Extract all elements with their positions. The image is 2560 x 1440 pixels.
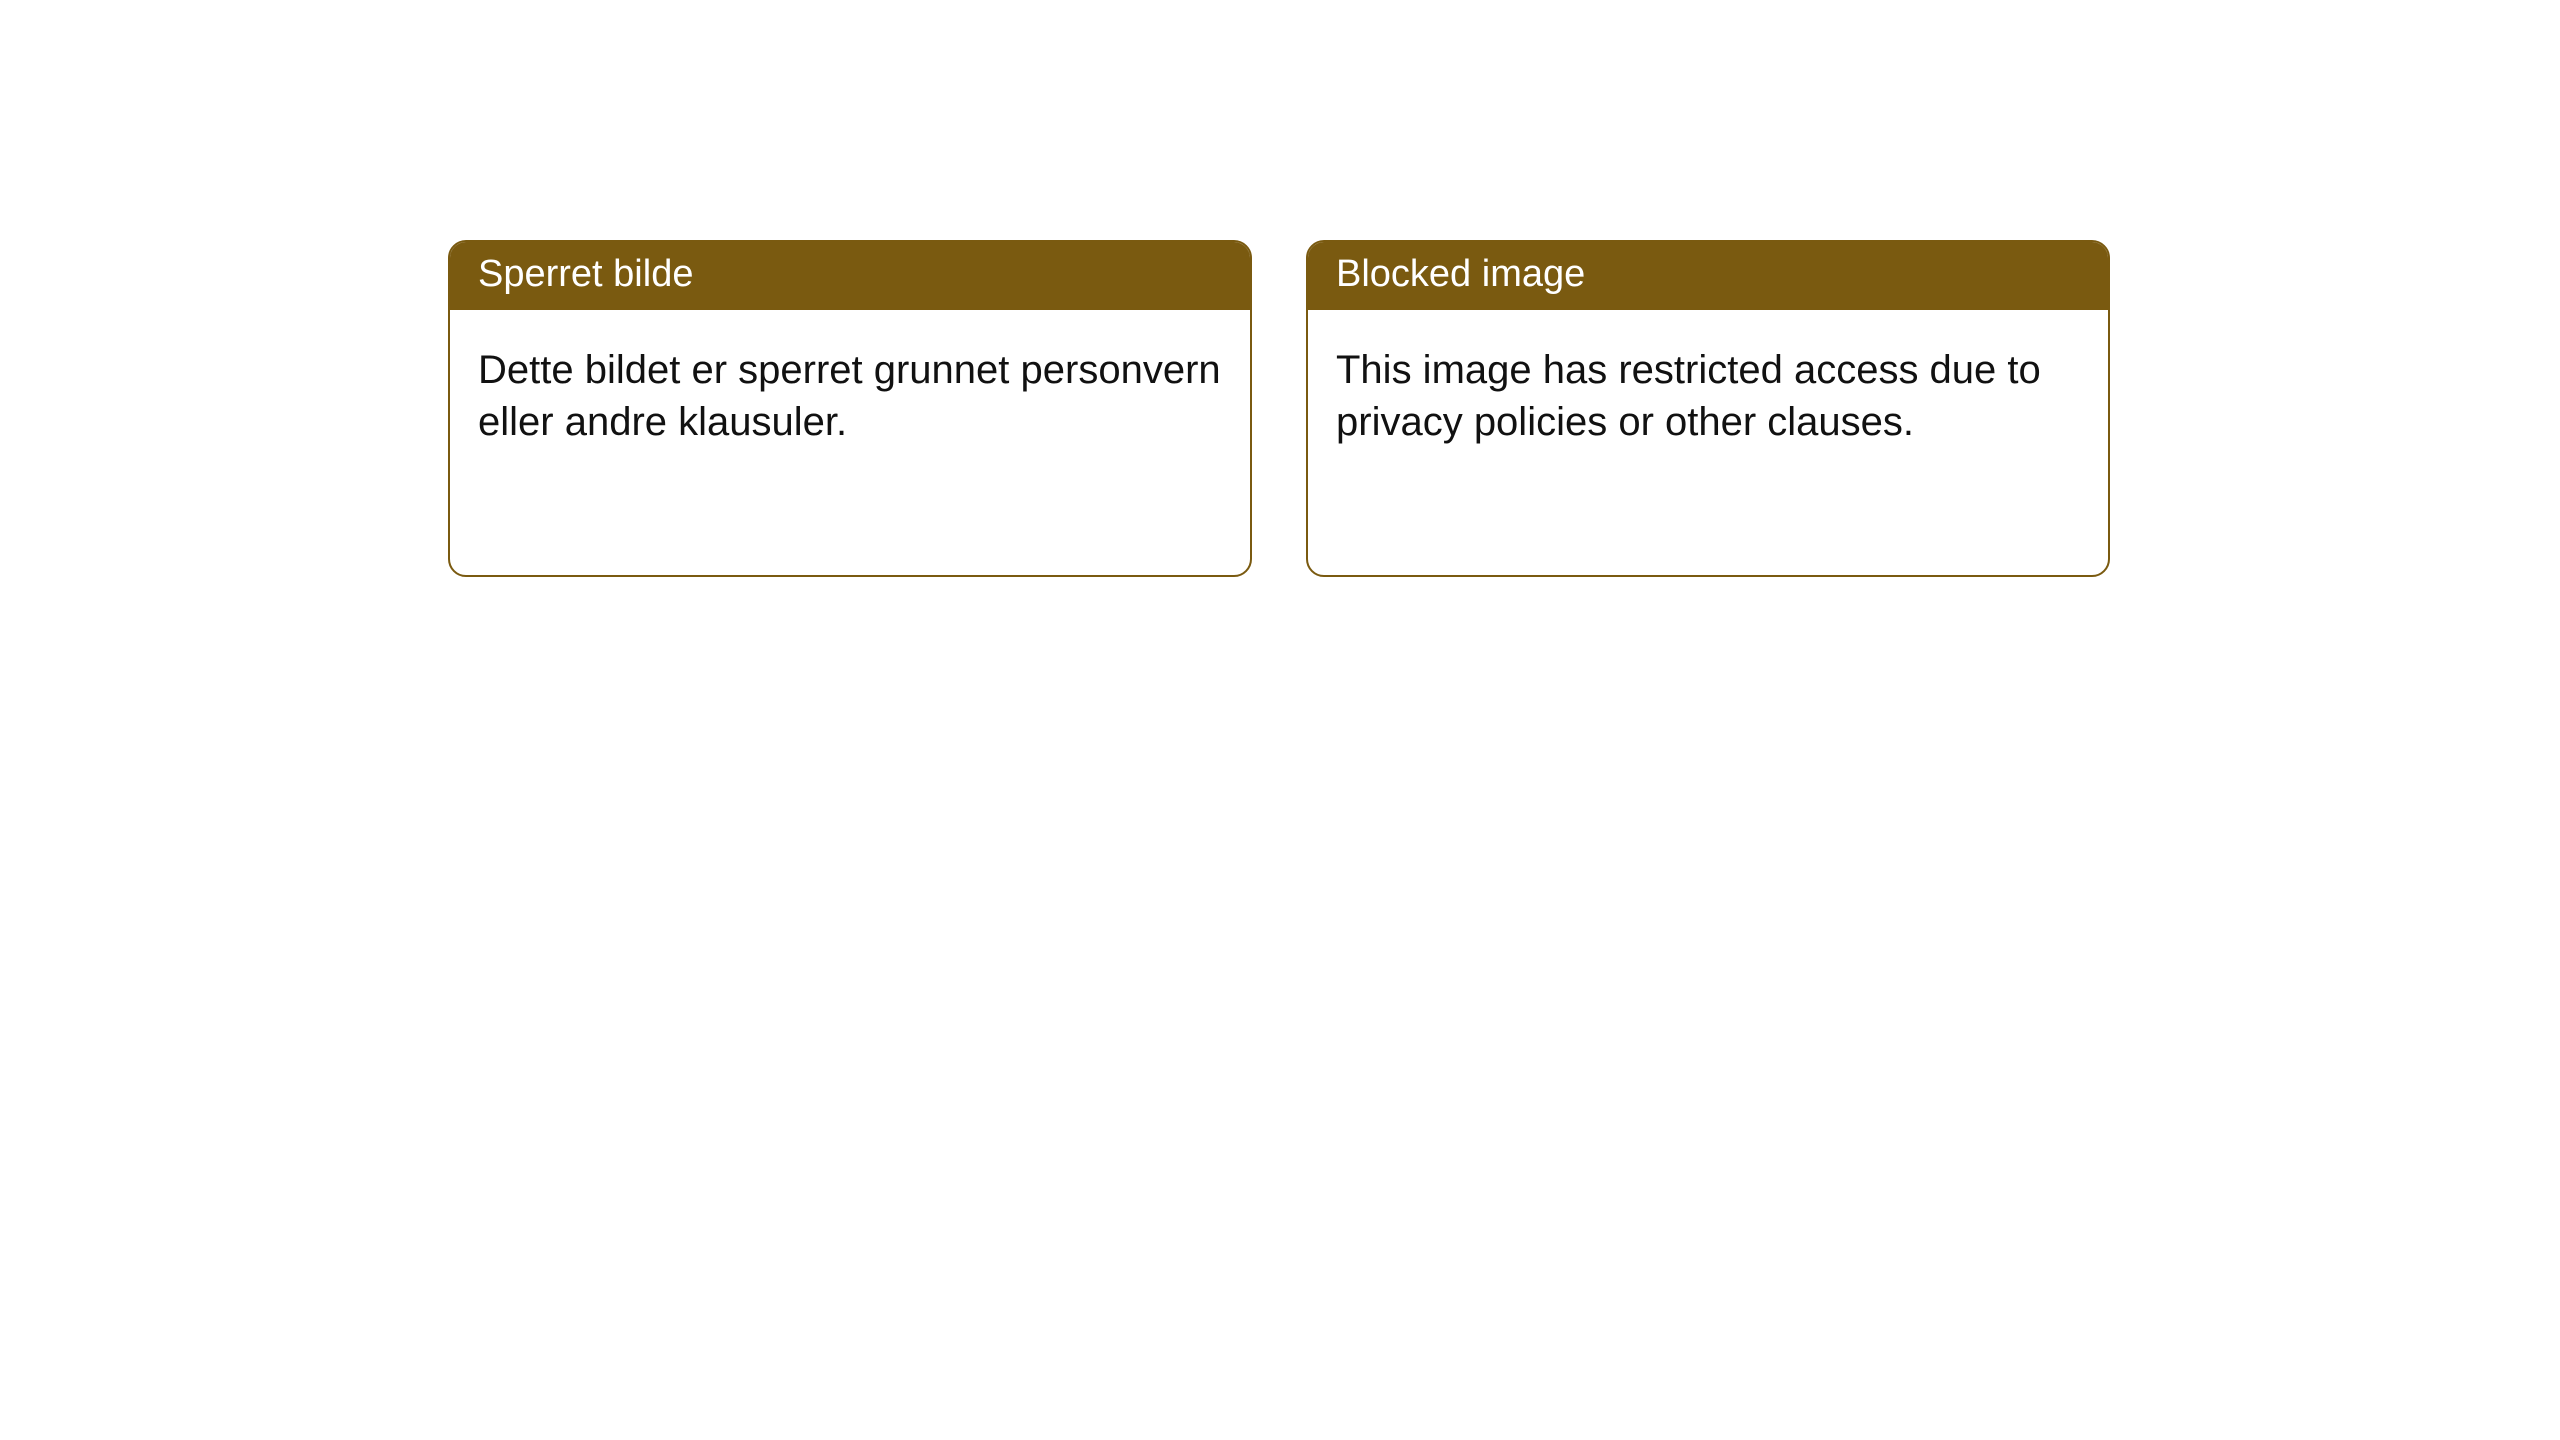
- notice-card-en-title: Blocked image: [1308, 242, 2108, 310]
- notice-card-no: Sperret bilde Dette bildet er sperret gr…: [448, 240, 1252, 577]
- notice-card-no-title: Sperret bilde: [450, 242, 1250, 310]
- notice-card-no-body: Dette bildet er sperret grunnet personve…: [450, 310, 1250, 484]
- notice-card-en-body: This image has restricted access due to …: [1308, 310, 2108, 484]
- notice-card-en: Blocked image This image has restricted …: [1306, 240, 2110, 577]
- notice-container: Sperret bilde Dette bildet er sperret gr…: [448, 240, 2110, 577]
